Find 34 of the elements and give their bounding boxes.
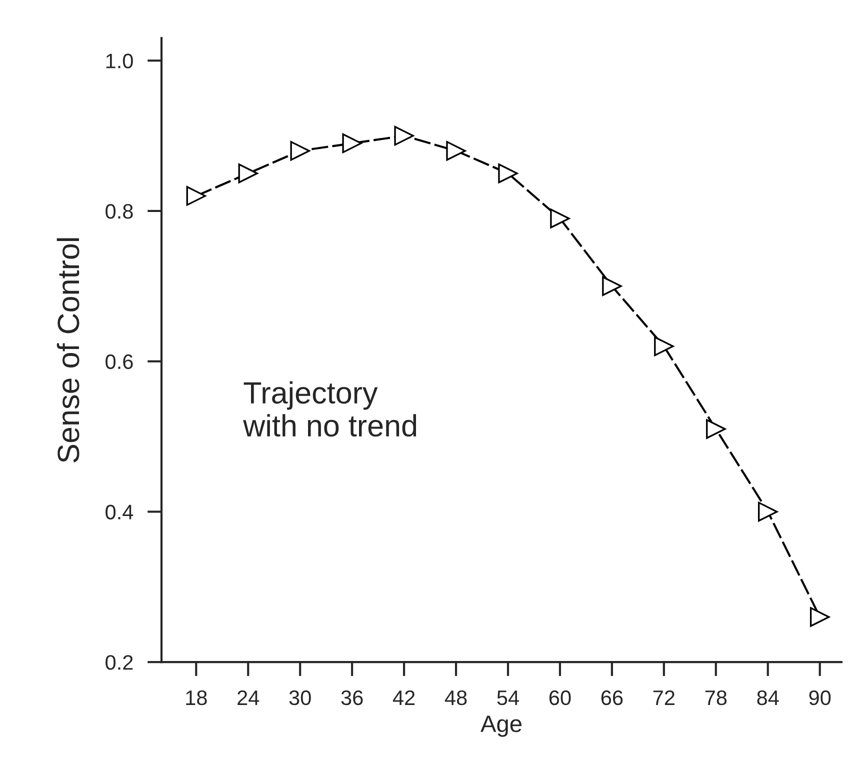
point xyxy=(706,419,726,439)
point xyxy=(550,208,570,228)
y-axis-title: Sense of Control xyxy=(56,238,80,462)
x-tick-label: 72 xyxy=(653,690,674,705)
point xyxy=(394,126,414,146)
x-tick-label: 54 xyxy=(497,690,519,706)
x-tick-label: 36 xyxy=(341,690,363,706)
annotation: Trajectory with no trend xyxy=(243,381,416,437)
point xyxy=(446,140,466,161)
y-tick-label: 0.2 xyxy=(106,655,133,670)
x-tick-label: 18 xyxy=(186,690,207,706)
point xyxy=(810,607,830,627)
y-tick-label: 0.4 xyxy=(106,504,134,520)
point xyxy=(498,164,518,184)
point xyxy=(758,502,778,522)
y-tick-label: 0.8 xyxy=(106,204,133,219)
x-tick-label: 78 xyxy=(705,690,727,706)
x-tick-label: 42 xyxy=(392,690,415,705)
x-axis-title: Age xyxy=(480,716,522,737)
point xyxy=(654,336,674,356)
point xyxy=(238,164,258,184)
point xyxy=(342,133,362,154)
x-tick-label: 30 xyxy=(289,690,311,706)
point xyxy=(290,140,310,161)
x-tick-label: 24 xyxy=(238,690,260,705)
x-tick-label: 84 xyxy=(757,690,779,706)
x-tick-label: 48 xyxy=(444,690,467,706)
point xyxy=(602,276,622,296)
y-tick-label: 0.6 xyxy=(106,354,133,370)
point xyxy=(186,186,206,206)
x-tick-label: 66 xyxy=(601,690,623,706)
x-tick-label: 90 xyxy=(809,690,831,706)
x-tick-label: 60 xyxy=(549,690,571,706)
y-tick-label: 1.0 xyxy=(106,54,133,68)
